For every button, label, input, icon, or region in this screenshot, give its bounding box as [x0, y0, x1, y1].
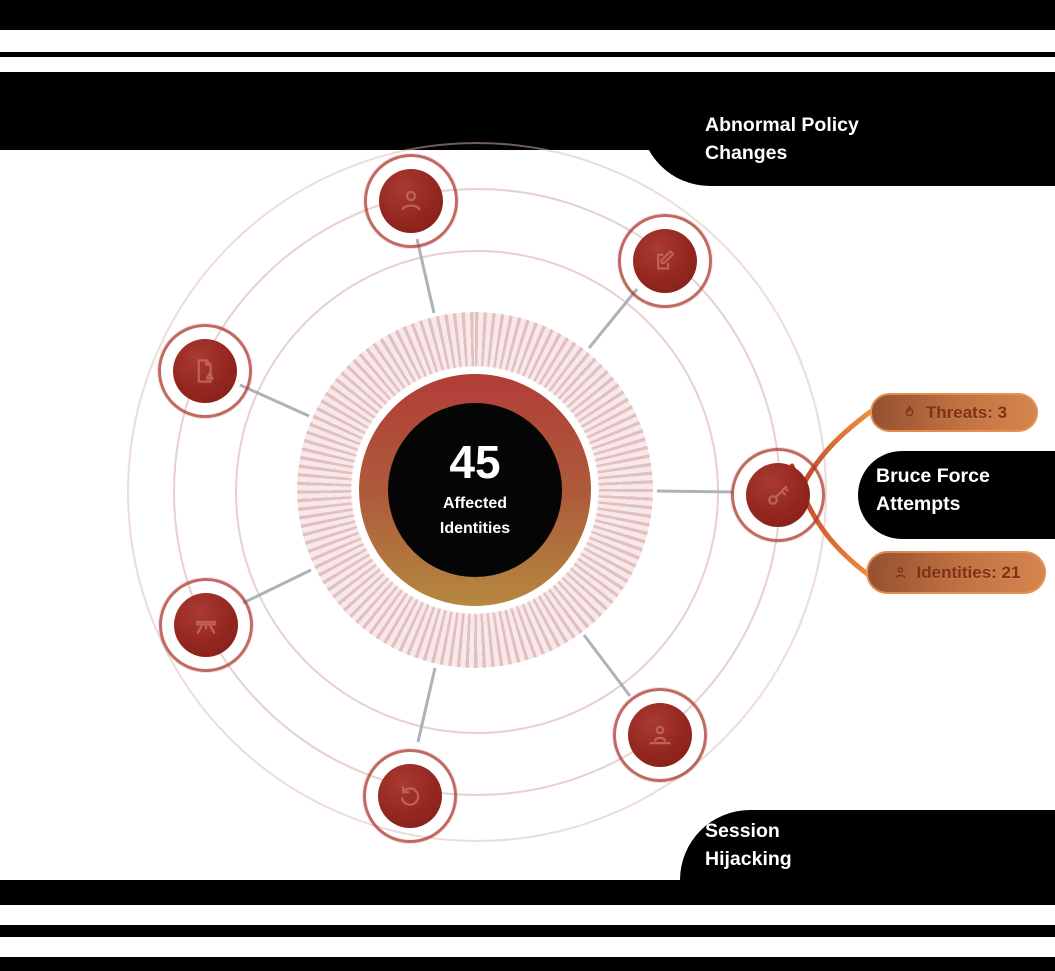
user-icon — [401, 190, 421, 211]
affected-identities-kpi: 45 Affected Identities — [388, 403, 562, 577]
node-session[interactable] — [613, 688, 707, 782]
orbit-circle-outer — [127, 142, 827, 842]
credential-key-icon — [196, 620, 216, 634]
identities-badge[interactable]: Identities: 21 — [866, 551, 1046, 594]
callout-backdrop-abnormal-policy — [640, 72, 1055, 186]
top-divider — [0, 52, 1055, 57]
node-credential[interactable] — [159, 578, 253, 672]
label-abnormal-policy-changes: Abnormal Policy Changes — [705, 114, 859, 164]
flame-icon — [905, 405, 914, 417]
user-icon — [895, 567, 905, 579]
node-spokes — [239, 238, 734, 743]
brute-force-key-icon — [768, 485, 789, 505]
session-user-icon — [649, 725, 671, 745]
identities-badge-label: Identities: 21 — [916, 562, 1021, 582]
kpi-value: 45 — [449, 436, 501, 489]
label-session-hijacking: Session Hijacking — [705, 820, 792, 870]
node-file-risk[interactable] — [158, 324, 252, 418]
callout-backdrop-session — [680, 810, 1055, 885]
threats-badge[interactable]: Threats: 3 — [870, 393, 1038, 432]
node-user[interactable] — [364, 154, 458, 248]
kpi-label: Affected Identities — [439, 495, 511, 538]
bottom-band-2 — [0, 925, 1055, 937]
label-bruce-force-attempts: Bruce Force Attempts — [876, 465, 990, 515]
threats-badge-label: Threats: 3 — [925, 402, 1008, 422]
policy-edit-icon — [657, 250, 675, 270]
bottom-bar — [0, 957, 1055, 971]
callout-backdrop-bruce-force — [858, 451, 1055, 539]
node-policy-change[interactable] — [618, 214, 712, 308]
node-rotation[interactable] — [363, 749, 457, 843]
rotate-icon — [401, 786, 420, 806]
node-brute-force[interactable] — [731, 448, 825, 542]
file-warning-icon — [197, 359, 214, 383]
top-bar — [0, 0, 1055, 30]
